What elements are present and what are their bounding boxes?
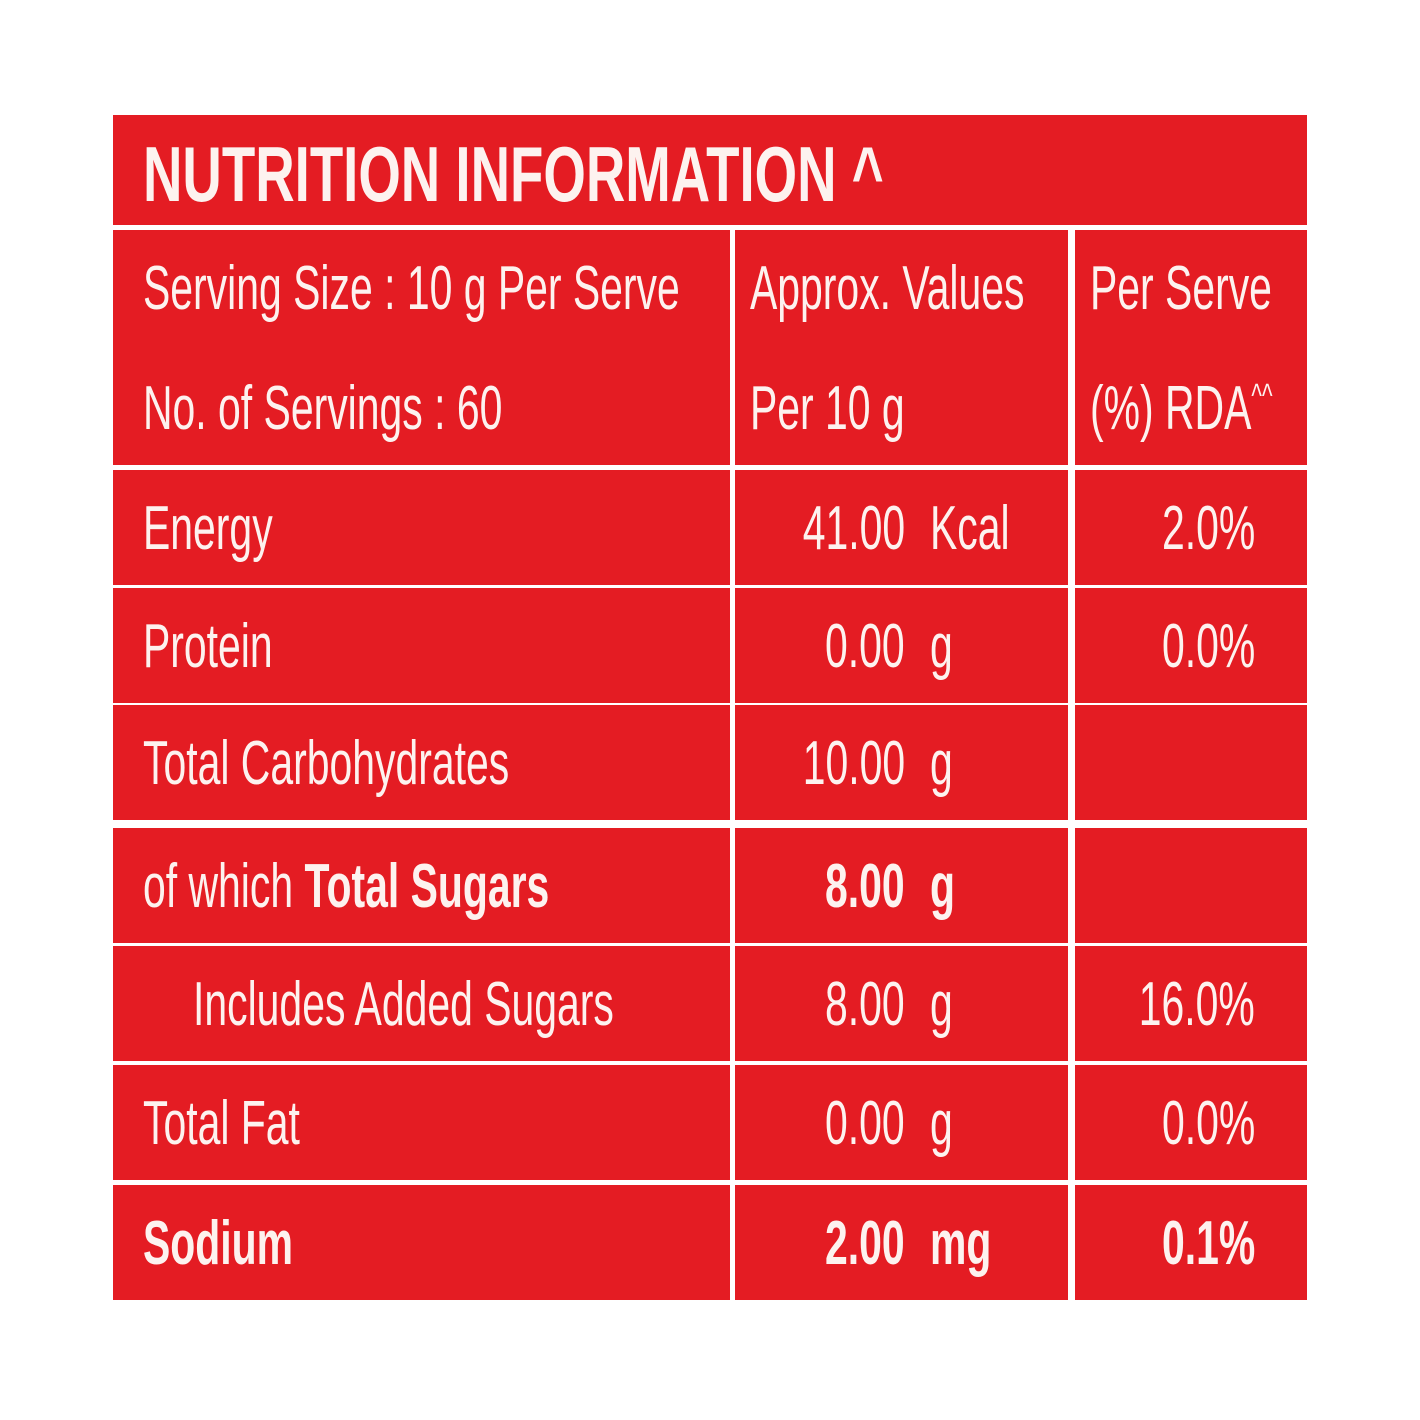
nutrient-name: Total Carbohydrates <box>143 729 510 798</box>
row-cell <box>113 470 730 585</box>
header-text: Per Serve <box>1090 254 1272 323</box>
row-cell <box>1075 1065 1307 1180</box>
row-cell <box>735 705 1068 820</box>
header-text: (%) RDA^^ <box>1090 378 1272 440</box>
nutrient-name: Protein <box>143 612 273 681</box>
row-cell <box>113 1065 730 1180</box>
row-cell <box>113 946 730 1061</box>
amount: 10.00 <box>802 729 905 798</box>
header-text: Serving Size : 10 g Per Serve <box>143 254 680 323</box>
nutrient-name: Total Fat <box>143 1093 300 1155</box>
header-text: No. of Servings : 60 <box>143 374 503 443</box>
row-cell <box>735 470 1068 585</box>
nutrient-name: Total Fat <box>143 1089 300 1158</box>
rda-percent: 0.0% <box>1161 1089 1255 1158</box>
nutrient-name: Includes Added Sugars <box>193 970 614 1039</box>
header-text: Per 10 g <box>750 374 905 443</box>
amount: 41.00 <box>802 494 905 563</box>
row-cell <box>1075 470 1307 585</box>
unit: g <box>930 852 955 921</box>
row-cell <box>113 828 730 943</box>
row-cell <box>113 1185 730 1300</box>
unit: g <box>930 1089 953 1158</box>
nutrient-name: Protein <box>143 616 273 678</box>
title: NUTRITION INFORMATION ^ <box>143 130 884 218</box>
nutrient-name: Total Sugars <box>304 852 550 921</box>
amount: 0.00 <box>825 612 905 681</box>
row-cell <box>735 1185 1068 1300</box>
amount: 8.00 <box>825 852 905 921</box>
row-cell <box>113 588 730 703</box>
row-cell <box>735 946 1068 1061</box>
unit: mg <box>930 1209 992 1278</box>
row-cell <box>1075 588 1307 703</box>
rda-percent: 2.0% <box>1161 494 1255 563</box>
unit: g <box>930 729 953 798</box>
nutrient-name: Sodium <box>143 1213 293 1275</box>
nutrient-name: Total Carbohydrates <box>143 733 509 795</box>
header-text: Approx. Values <box>750 254 1025 323</box>
header-cell <box>1075 230 1307 465</box>
amount: 0.00 <box>825 1089 905 1158</box>
nutrient-name: Energy <box>143 494 273 563</box>
header-cell <box>735 230 1068 465</box>
row-cell <box>1075 946 1307 1061</box>
rda-percent: 16.0% <box>1138 970 1255 1039</box>
title-band <box>113 115 1307 225</box>
rda-percent: 0.0% <box>1161 612 1255 681</box>
header-cell <box>113 230 730 465</box>
name-prefix: of which <box>143 852 294 921</box>
row-cell <box>1075 705 1307 820</box>
nutrient-name: Energy <box>143 498 273 560</box>
nutrient-name: Sodium <box>143 1209 294 1278</box>
rda-percent: 0.1% <box>1161 1209 1255 1278</box>
row-cell <box>1075 1185 1307 1300</box>
row-cell <box>735 1065 1068 1180</box>
unit: Kcal <box>930 494 1010 563</box>
superscript: ^^ <box>1251 377 1273 416</box>
header-text: (%) RDA <box>1090 374 1252 443</box>
unit: g <box>930 970 953 1039</box>
amount: 2.00 <box>825 1209 905 1278</box>
nutrient-name: of which Total Sugars <box>143 856 549 918</box>
unit: g <box>930 612 953 681</box>
nutrient-name: Includes Added Sugars <box>193 974 614 1036</box>
row-cell <box>113 705 730 820</box>
row-cell <box>735 588 1068 703</box>
row-cell <box>1075 828 1307 943</box>
amount: 8.00 <box>825 970 905 1039</box>
row-cell <box>735 828 1068 943</box>
